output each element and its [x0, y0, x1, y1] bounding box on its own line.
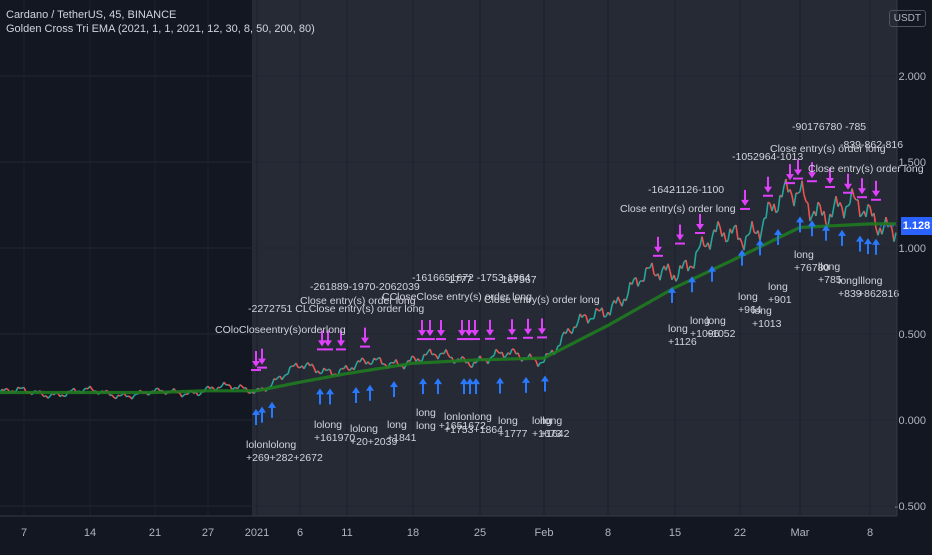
exit-trade-label: Close entry(s) order long — [620, 203, 736, 215]
x-tick-label: 2021 — [245, 527, 269, 539]
price-segment — [340, 369, 342, 370]
x-tick-label: 15 — [669, 527, 681, 539]
x-tick-label: 6 — [297, 527, 303, 539]
exit-trade-label: -1777 — [445, 274, 472, 286]
price-segment — [462, 357, 464, 358]
exit-trade-label: -839-862-816 — [840, 139, 903, 151]
x-tick-label: 8 — [605, 527, 611, 539]
exit-trade-label: -1126-1100 — [672, 184, 724, 196]
last-price-badge: 1.128 — [901, 217, 932, 235]
x-tick-label: Mar — [791, 527, 810, 539]
x-tick-label: 14 — [84, 527, 96, 539]
price-segment — [434, 354, 436, 355]
y-tick-label: 1.000 — [898, 243, 926, 255]
y-tick-label: -0.500 — [895, 501, 926, 513]
x-tick-label: Feb — [535, 527, 554, 539]
exit-trade-label: COloCloseentry(s)orderlong — [215, 324, 346, 336]
x-tick-label: 11 — [341, 527, 352, 539]
chart-legend: Cardano / TetherUS, 45, BINANCE Golden C… — [6, 8, 315, 36]
price-segment — [290, 366, 292, 367]
price-segment — [62, 395, 64, 396]
x-tick-label: 18 — [407, 527, 419, 539]
price-segment — [768, 202, 770, 203]
price-segment — [326, 370, 328, 371]
x-tick-label: 27 — [202, 527, 214, 539]
y-tick-label: 2.000 — [898, 71, 926, 83]
exit-trade-label: Close entry(s) order long — [484, 294, 600, 306]
price-segment — [286, 374, 288, 375]
price-segment — [370, 364, 372, 365]
price-segment — [18, 387, 20, 388]
x-tick-label: 8 — [867, 527, 873, 539]
exit-trade-label: -90176780 -785 — [792, 121, 866, 133]
price-segment — [84, 388, 86, 389]
price-segment — [228, 385, 230, 386]
price-segment — [584, 315, 586, 316]
x-tick-label: 7 — [21, 527, 27, 539]
indicator-title[interactable]: Golden Cross Tri EMA (2021, 1, 1, 2021, … — [6, 22, 315, 36]
x-tick-label: 21 — [149, 527, 161, 539]
price-segment — [198, 395, 200, 396]
exit-trade-label: -167567 — [498, 274, 537, 286]
y-tick-label: 0.500 — [898, 329, 926, 341]
price-segment — [412, 356, 414, 357]
y-tick-label: 0.000 — [898, 415, 926, 427]
x-tick-label: 25 — [474, 527, 486, 539]
price-segment — [690, 266, 692, 267]
price-segment — [184, 394, 186, 395]
x-tick-label: 22 — [734, 527, 746, 539]
price-segment — [746, 235, 748, 236]
price-segment — [492, 356, 494, 357]
y-tick-label: 1.500 — [898, 157, 926, 169]
price-segment — [384, 364, 386, 365]
symbol-title[interactable]: Cardano / TetherUS, 45, BINANCE — [6, 8, 315, 22]
currency-label[interactable]: USDT — [889, 10, 926, 27]
price-segment — [320, 373, 322, 374]
price-segment — [440, 353, 442, 354]
price-segment — [120, 395, 122, 396]
price-segment — [6, 388, 8, 389]
exit-trade-label: -1642 — [648, 184, 675, 196]
